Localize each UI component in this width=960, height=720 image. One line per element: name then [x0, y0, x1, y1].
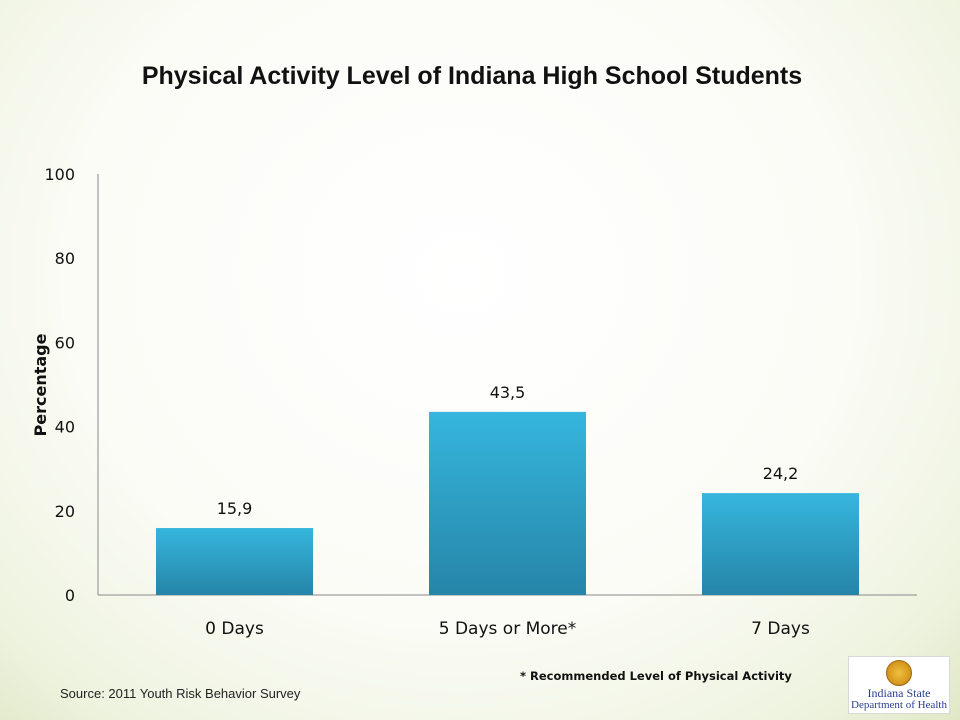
y-tick-label: 60	[55, 333, 75, 352]
bar	[702, 493, 859, 595]
logo-line-1: Indiana State	[867, 686, 931, 700]
source-text: Source: 2011 Youth Risk Behavior Survey	[60, 686, 301, 701]
bar	[429, 411, 586, 595]
y-tick-label: 80	[55, 249, 75, 268]
y-axis-label: Percentage	[31, 333, 50, 436]
y-ticks: 0 20 40 60 80 100	[44, 165, 75, 605]
chart-title: Physical Activity Level of Indiana High …	[141, 62, 803, 90]
y-tick-label: 100	[44, 165, 75, 184]
indiana-health-logo: Indiana State Department of Health	[848, 656, 950, 714]
bars: 15,9 43,5 24,2	[156, 383, 859, 595]
logo-line-2: Department of Health	[851, 699, 947, 711]
y-tick-label: 0	[65, 586, 75, 605]
category-label: 7 Days	[751, 619, 810, 639]
data-label: 15,9	[217, 499, 253, 518]
data-label: 24,2	[763, 464, 799, 483]
y-tick-label: 40	[55, 418, 75, 437]
bar	[156, 528, 313, 595]
data-label: 43,5	[490, 383, 526, 402]
state-seal-icon	[886, 660, 912, 686]
y-tick-label: 20	[55, 502, 75, 521]
category-label: 0 Days	[205, 619, 264, 639]
category-labels: 0 Days 5 Days or More* 7 Days	[205, 619, 810, 639]
footnote: * Recommended Level of Physical Activity	[520, 669, 792, 683]
category-label: 5 Days or More*	[439, 619, 577, 639]
